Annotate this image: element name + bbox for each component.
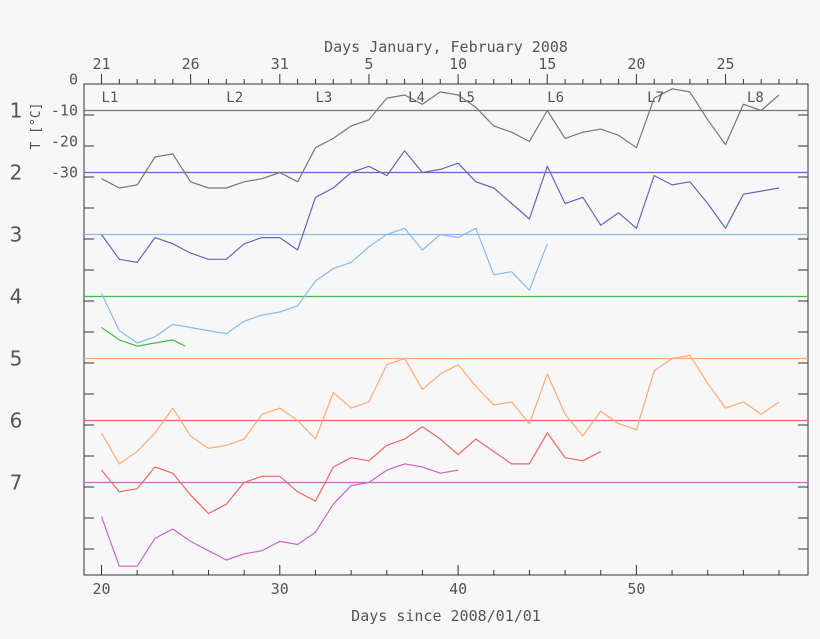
reference-lines xyxy=(84,109,808,484)
leg-label-l3: L3 xyxy=(315,90,332,106)
y-tick-label: -30 xyxy=(51,164,78,182)
top-tick-label: 25 xyxy=(717,55,735,73)
leg-label-l7: L7 xyxy=(647,90,664,106)
leg-label-l2: L2 xyxy=(226,90,243,106)
y-tick-label: -20 xyxy=(51,133,78,151)
leg-label-l6: L6 xyxy=(547,90,564,106)
series-label-3: 3 xyxy=(10,223,23,247)
series-line-3 xyxy=(100,227,548,344)
bottom-tick-label: 50 xyxy=(627,580,645,598)
series-line-7 xyxy=(100,463,459,567)
leg-label-l8: L8 xyxy=(747,90,764,106)
top-tick-label: 15 xyxy=(538,55,556,73)
bottom-tick-label: 30 xyxy=(271,580,289,598)
top-tick-label: 10 xyxy=(449,55,467,73)
axes xyxy=(84,74,808,575)
series-label-1: 1 xyxy=(10,99,23,123)
leg-label-l4: L4 xyxy=(408,90,425,106)
bottom-tick-label: 20 xyxy=(92,580,110,598)
top-tick-label: 26 xyxy=(182,55,200,73)
y-tick-label: -10 xyxy=(51,102,78,120)
series-line-4 xyxy=(101,327,186,347)
series-line-6 xyxy=(101,426,601,515)
series-label-7: 7 xyxy=(10,471,23,495)
y-tick-label: 0 xyxy=(69,71,78,89)
bottom-tick-label: 40 xyxy=(449,580,467,598)
top-tick-label: 5 xyxy=(364,55,373,73)
series-line-1 xyxy=(101,88,780,189)
series-line-2 xyxy=(101,150,780,263)
leg-label-l1: L1 xyxy=(102,90,119,106)
plot-frame xyxy=(83,83,809,576)
leg-label-l5: L5 xyxy=(458,90,475,106)
top-x-axis-label: Days January, February 2008 xyxy=(324,38,568,56)
series-label-4: 4 xyxy=(10,285,23,309)
top-tick-label: 31 xyxy=(271,55,289,73)
series-line-5 xyxy=(100,354,780,465)
x-axis-label: Days since 2008/01/01 xyxy=(351,607,541,625)
series-label-5: 5 xyxy=(10,347,23,371)
series-label-6: 6 xyxy=(10,409,23,433)
y-axis-label: T [°C] xyxy=(29,103,44,150)
plot-border xyxy=(83,83,809,576)
top-tick-label: 20 xyxy=(627,55,645,73)
series-label-2: 2 xyxy=(10,161,23,185)
series-lines xyxy=(100,88,780,567)
top-tick-label: 21 xyxy=(92,55,110,73)
